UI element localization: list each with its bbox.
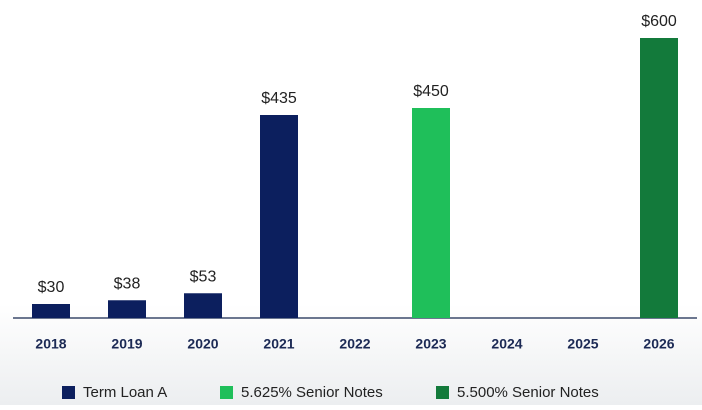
x-tick-label: 2025 [567, 336, 598, 352]
x-tick-label: 2018 [35, 336, 66, 352]
data-label: $600 [641, 13, 677, 30]
legend-label: Term Loan A [83, 384, 167, 401]
data-label: $435 [261, 90, 297, 107]
data-label: $38 [114, 275, 141, 292]
bar [32, 304, 70, 318]
x-tick-label: 2019 [111, 336, 142, 352]
x-tick-label: 2022 [339, 336, 370, 352]
bar [412, 108, 450, 318]
bar [108, 300, 146, 318]
x-tick-label: 2024 [491, 336, 522, 352]
data-label: $450 [413, 83, 449, 100]
x-tick-label: 2021 [263, 336, 294, 352]
x-tick-label: 2026 [643, 336, 674, 352]
data-label: $53 [190, 268, 217, 285]
bar [640, 38, 678, 318]
data-label: $30 [38, 279, 65, 296]
legend-swatch [436, 386, 449, 399]
legend-label: 5.625% Senior Notes [241, 384, 383, 401]
legend-label: 5.500% Senior Notes [457, 384, 599, 401]
legend-swatch [220, 386, 233, 399]
bar [184, 293, 222, 318]
x-tick-label: 2020 [187, 336, 218, 352]
legend-swatch [62, 386, 75, 399]
x-tick-label: 2023 [415, 336, 446, 352]
bar [260, 115, 298, 318]
